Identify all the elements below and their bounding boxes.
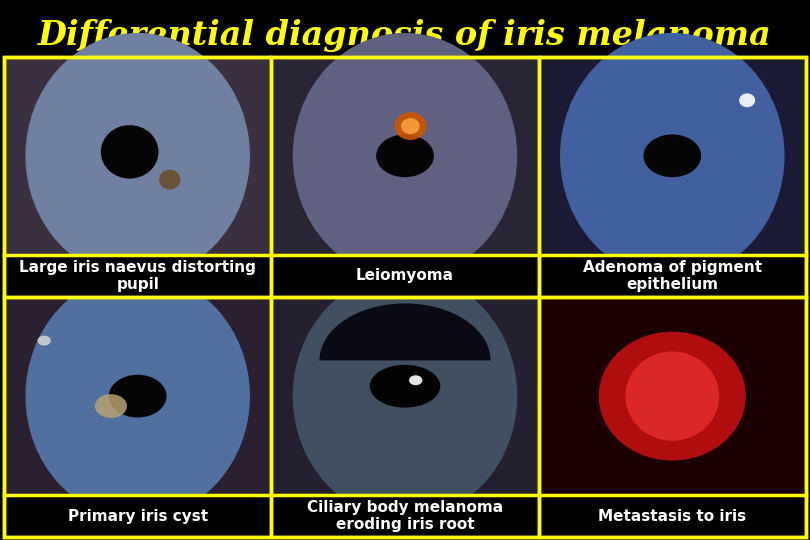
Ellipse shape bbox=[401, 118, 420, 134]
Bar bbox=[539, 57, 806, 297]
Bar bbox=[4, 297, 271, 537]
Text: Primary iris cyst: Primary iris cyst bbox=[68, 509, 207, 524]
Bar bbox=[271, 255, 539, 297]
Ellipse shape bbox=[409, 375, 422, 385]
Bar bbox=[539, 297, 806, 495]
Ellipse shape bbox=[100, 125, 159, 179]
Bar bbox=[271, 297, 539, 537]
Bar bbox=[271, 57, 539, 297]
Wedge shape bbox=[319, 303, 491, 360]
Ellipse shape bbox=[95, 394, 127, 418]
Ellipse shape bbox=[625, 352, 719, 441]
Bar bbox=[539, 495, 806, 537]
Text: Large iris naevus distorting
pupil: Large iris naevus distorting pupil bbox=[19, 260, 256, 292]
Bar bbox=[4, 495, 271, 537]
Ellipse shape bbox=[560, 33, 785, 279]
Ellipse shape bbox=[292, 33, 518, 279]
Text: Ciliary body melanoma
eroding iris root: Ciliary body melanoma eroding iris root bbox=[307, 500, 503, 532]
Bar bbox=[539, 297, 806, 495]
Bar bbox=[4, 57, 271, 297]
Ellipse shape bbox=[159, 170, 181, 190]
Ellipse shape bbox=[25, 33, 250, 279]
Ellipse shape bbox=[740, 93, 755, 107]
Bar bbox=[4, 297, 271, 495]
Bar bbox=[539, 255, 806, 297]
Bar bbox=[4, 57, 271, 255]
Text: Differential diagnosis of iris melanoma: Differential diagnosis of iris melanoma bbox=[38, 19, 772, 52]
Bar bbox=[271, 297, 539, 495]
Ellipse shape bbox=[37, 336, 51, 346]
Bar bbox=[539, 57, 806, 255]
Ellipse shape bbox=[369, 365, 441, 408]
Bar bbox=[4, 255, 271, 297]
Bar bbox=[539, 297, 806, 537]
Text: Metastasis to iris: Metastasis to iris bbox=[599, 509, 746, 524]
Ellipse shape bbox=[643, 134, 701, 177]
Bar bbox=[4, 57, 806, 537]
Ellipse shape bbox=[376, 134, 434, 177]
Ellipse shape bbox=[599, 332, 746, 461]
Ellipse shape bbox=[292, 273, 518, 519]
Ellipse shape bbox=[25, 273, 250, 519]
Text: Leiomyoma: Leiomyoma bbox=[356, 268, 454, 284]
Bar bbox=[271, 57, 539, 255]
Ellipse shape bbox=[394, 112, 426, 140]
Bar bbox=[271, 495, 539, 537]
Ellipse shape bbox=[109, 375, 167, 417]
Text: Adenoma of pigment
epithelium: Adenoma of pigment epithelium bbox=[582, 260, 762, 292]
